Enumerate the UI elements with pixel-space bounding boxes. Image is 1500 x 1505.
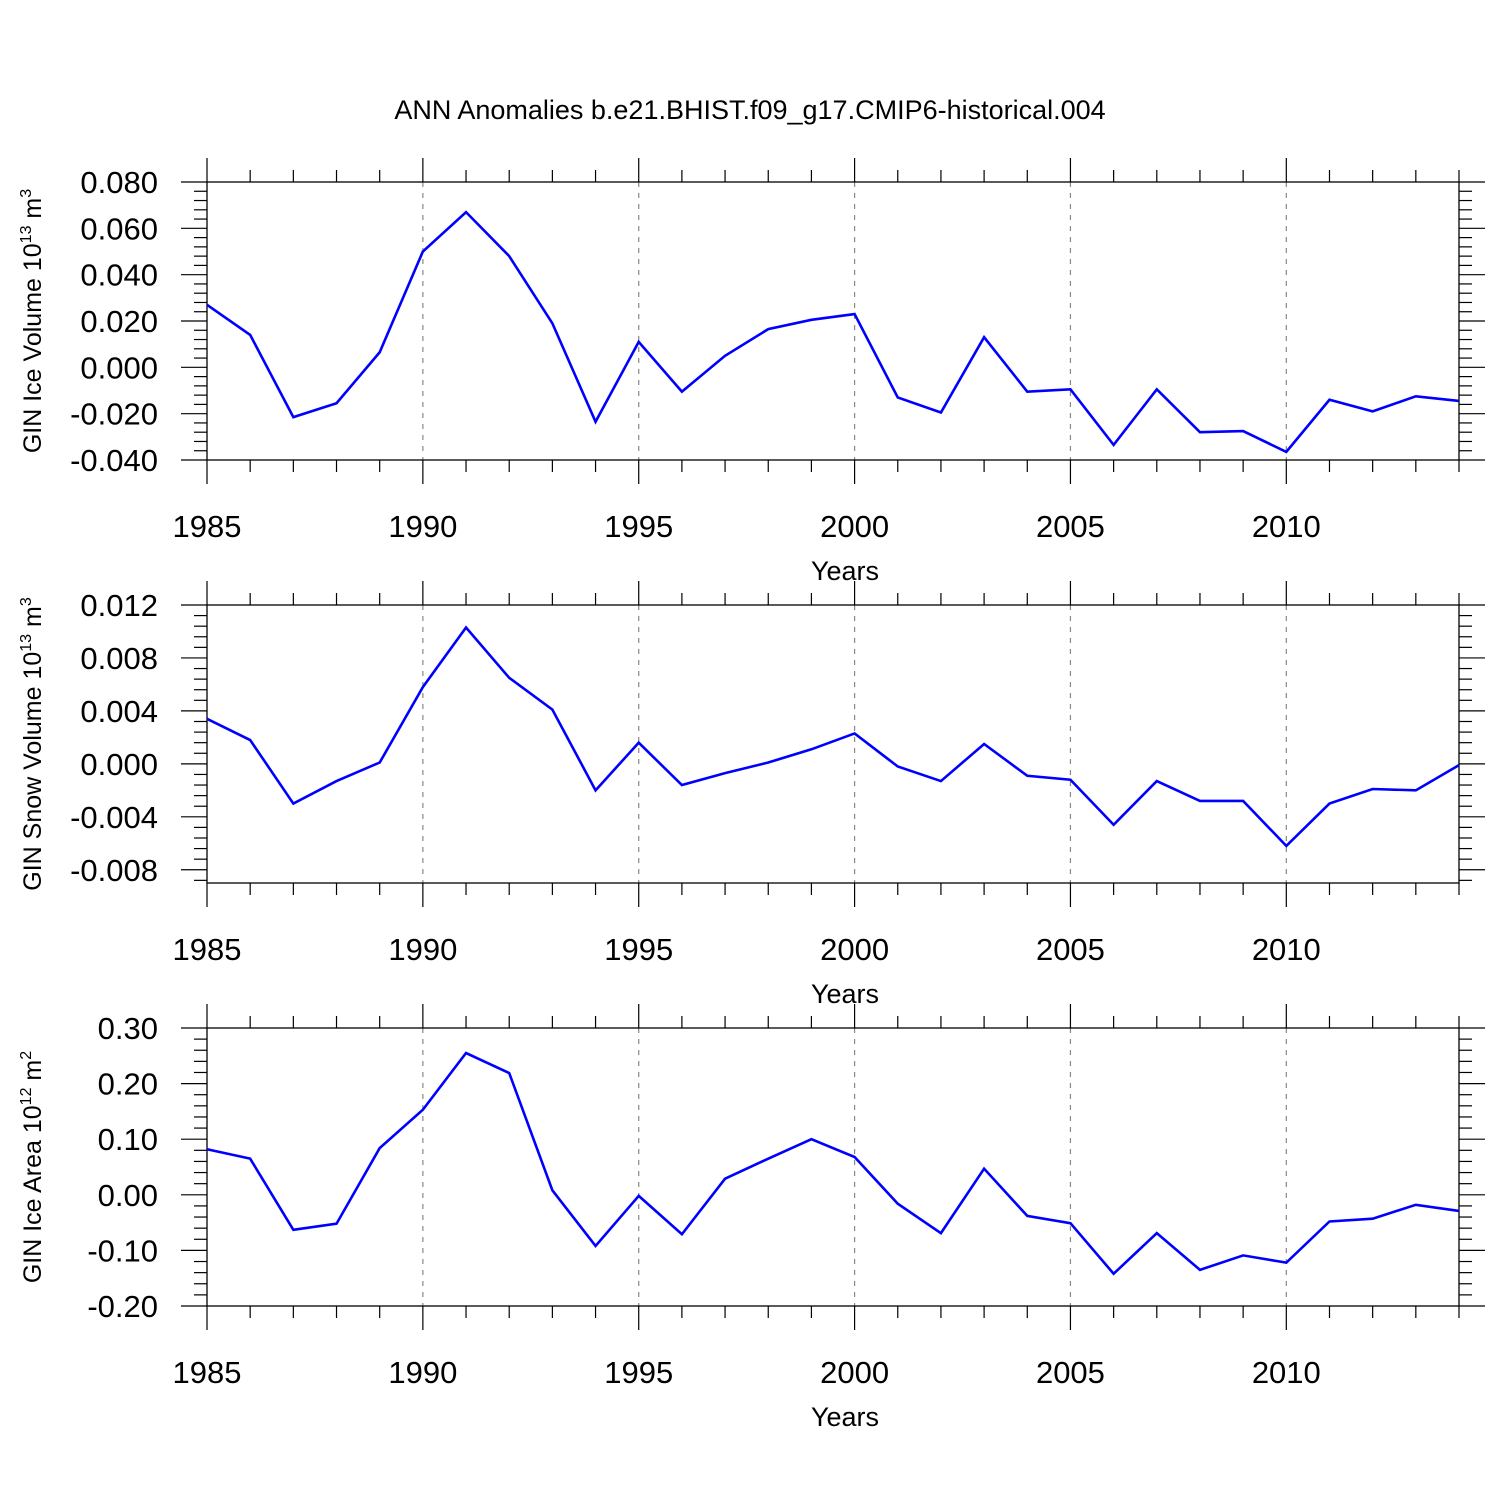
y-tick-label: 0.000 bbox=[80, 747, 158, 782]
y-tick-label: 0.008 bbox=[80, 641, 158, 676]
y-tick-label: 0.060 bbox=[80, 211, 158, 246]
y-axis-title-exponent: 12 bbox=[18, 1087, 35, 1105]
y-axis-title-unit: m bbox=[19, 198, 47, 226]
y-tick-label: 0.040 bbox=[80, 258, 158, 293]
y-axis-title-unit-exponent: 3 bbox=[18, 189, 35, 198]
x-axis-title: Years bbox=[811, 1402, 879, 1432]
x-tick-label: 2000 bbox=[820, 509, 889, 544]
x-tick-label: 1995 bbox=[604, 509, 673, 544]
y-tick-label: 0.20 bbox=[98, 1067, 158, 1102]
chart-panel-1: 1985 1990 1995 2000 2005 2010 Years -0.040 -0.02… bbox=[18, 158, 1485, 586]
x-tick-label: 1990 bbox=[388, 932, 457, 967]
y-axis-title-unit-exponent: 3 bbox=[18, 597, 35, 606]
x-axis-title: Years bbox=[811, 556, 879, 586]
y-axis-title: GIN Ice Area 1012 m2 bbox=[18, 1051, 47, 1283]
y-tick-label: 0.10 bbox=[98, 1122, 158, 1157]
y-axis-title: GIN Ice Volume 1013 m3 bbox=[18, 189, 47, 453]
y-axis-title-text: GIN Snow Volume 10 bbox=[19, 652, 47, 891]
plot-frame bbox=[206, 1027, 1460, 1307]
y-tick-label: 0.00 bbox=[98, 1178, 158, 1213]
y-axis-title: GIN Snow Volume 1013 m3 bbox=[18, 597, 47, 891]
y-tick-label: -0.20 bbox=[87, 1289, 158, 1324]
x-tick-label: 2005 bbox=[1036, 1355, 1105, 1390]
y-tick-label: -0.020 bbox=[70, 397, 158, 432]
y-tick-label: 0.30 bbox=[98, 1011, 158, 1046]
plot-frame bbox=[206, 181, 1460, 461]
y-axis-title-exponent: 13 bbox=[18, 225, 35, 243]
x-tick-label: 2000 bbox=[820, 932, 889, 967]
x-tick-label: 1985 bbox=[173, 932, 242, 967]
series-line bbox=[206, 1051, 1460, 1276]
x-tick-label: 2010 bbox=[1252, 932, 1321, 967]
y-axis-title-unit-exponent: 2 bbox=[18, 1051, 35, 1060]
x-tick-label: 1990 bbox=[388, 1355, 457, 1390]
series-line bbox=[206, 210, 1460, 454]
plot-frame bbox=[206, 604, 1460, 884]
y-tick-label: 0.000 bbox=[80, 350, 158, 385]
x-tick-label: 2005 bbox=[1036, 509, 1105, 544]
y-tick-label: -0.040 bbox=[70, 443, 158, 478]
y-axis-title-unit: m bbox=[19, 606, 47, 634]
y-axis-title-text: GIN Ice Area 10 bbox=[19, 1105, 47, 1283]
y-axis-title-exponent: 13 bbox=[18, 634, 35, 652]
y-tick-label: 0.080 bbox=[80, 165, 158, 200]
x-axis-title: Years bbox=[811, 979, 879, 1009]
y-tick-label: -0.10 bbox=[87, 1233, 158, 1268]
figure-title: ANN Anomalies b.e21.BHIST.f09_g17.CMIP6-… bbox=[394, 95, 1105, 125]
x-tick-label: 2005 bbox=[1036, 932, 1105, 967]
x-tick-label: 1985 bbox=[173, 509, 242, 544]
y-tick-label: -0.004 bbox=[70, 800, 158, 835]
y-tick-label: 0.004 bbox=[80, 694, 158, 729]
y-tick-label: 0.020 bbox=[80, 304, 158, 339]
y-tick-label: -0.008 bbox=[70, 853, 158, 888]
y-tick-label: 0.012 bbox=[80, 588, 158, 623]
x-tick-label: 1995 bbox=[604, 932, 673, 967]
chart-panel-2: 1985 1990 1995 2000 2005 2010 Years -0.008 -0.00… bbox=[18, 581, 1485, 1009]
x-tick-label: 1990 bbox=[388, 509, 457, 544]
series-line bbox=[206, 625, 1460, 848]
y-axis-title-unit: m bbox=[19, 1060, 47, 1088]
x-tick-label: 2010 bbox=[1252, 1355, 1321, 1390]
x-tick-label: 1995 bbox=[604, 1355, 673, 1390]
x-tick-label: 2000 bbox=[820, 1355, 889, 1390]
y-axis-title-text: GIN Ice Volume 10 bbox=[19, 243, 47, 453]
x-tick-label: 1985 bbox=[173, 1355, 242, 1390]
x-tick-label: 2010 bbox=[1252, 509, 1321, 544]
chart-panel-3: 1985 1990 1995 2000 2005 2010 Years -0.20 -0.10 0… bbox=[18, 1004, 1485, 1432]
